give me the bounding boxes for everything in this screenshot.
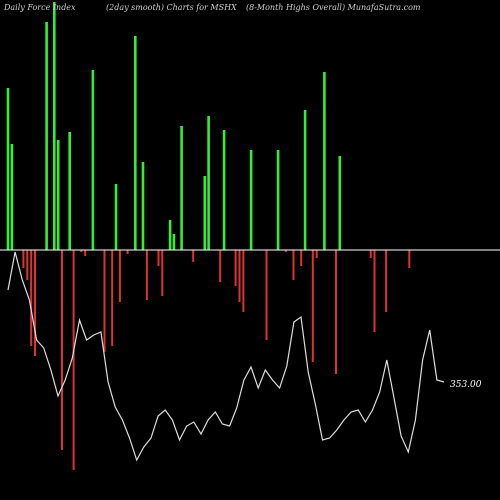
header-left-text: Daily Force Index: [4, 3, 76, 12]
header-middle-text: (2day smooth) Charts for MSHX: [106, 3, 237, 12]
header-right-text: (8-Month Highs Overall) MunafaSutra.com: [246, 3, 421, 12]
last-value-label: 353.00: [450, 380, 482, 390]
bar-series: [6, 2, 411, 470]
force-index-line: [7, 251, 445, 462]
